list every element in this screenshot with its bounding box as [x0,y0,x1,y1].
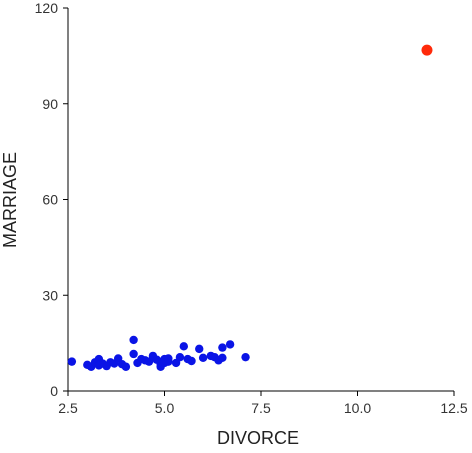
x-tick-label: 7.5 [251,400,271,416]
outlier-point [421,44,433,56]
data-point [175,352,185,362]
data-point [121,362,131,371]
x-tick-label: 2.5 [58,400,78,416]
data-point [164,354,173,363]
x-tick-label: 5.0 [155,400,175,416]
data-point [218,353,227,363]
axes: 2.5 5.0 7.5 10.0 12.5 0 30 60 90 120 [35,0,468,416]
data-point [129,349,138,359]
data-point [198,353,208,363]
y-tick-label: 30 [42,287,58,303]
data-point [129,335,138,345]
y-axis-label: MARRIAGE [0,152,20,248]
data-point [241,352,250,362]
y-tick-label: 90 [42,96,58,112]
x-axis-label: DIVORCE [217,428,299,448]
data-point [187,356,196,366]
y-tick-label: 120 [35,0,59,16]
data-point [218,343,227,352]
data-point [225,340,235,349]
y-tick-label: 0 [50,383,58,399]
y-tick-label: 60 [42,192,58,208]
x-tick-label: 10.0 [344,400,371,416]
data-point [195,344,204,354]
data-point [67,357,77,366]
data-points [67,44,433,371]
data-point [179,342,188,351]
x-tick-label: 12.5 [440,400,467,416]
